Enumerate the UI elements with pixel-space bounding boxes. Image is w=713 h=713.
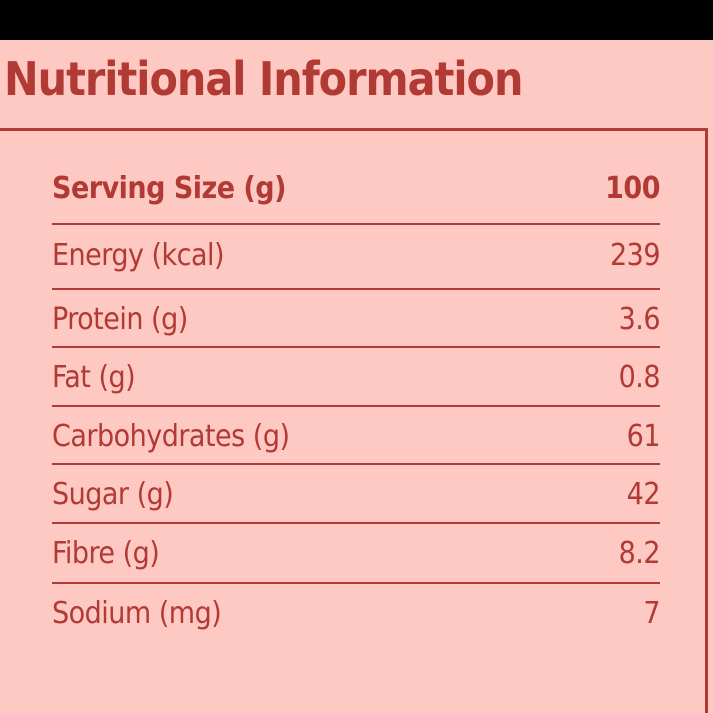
row-label: Fat (g) — [52, 360, 136, 395]
row-value: 0.8 — [618, 360, 661, 395]
row-value: 8.2 — [618, 536, 661, 571]
table-row: Fat (g) 0.8 — [52, 349, 661, 406]
row-label: Carbohydrates (g) — [52, 419, 290, 454]
row-label: Energy (kcal) — [52, 238, 225, 273]
page-title: Nutritional Information — [4, 52, 523, 106]
table-row: Protein (g) 3.6 — [52, 291, 661, 348]
divider — [52, 346, 660, 348]
table-row: Fibre (g) 8.2 — [52, 525, 661, 582]
row-value: 239 — [609, 238, 661, 273]
row-value: 61 — [626, 419, 661, 454]
divider — [52, 522, 660, 524]
table-row: Energy (kcal) 239 — [52, 227, 661, 284]
table-row: Sugar (g) 42 — [52, 466, 661, 523]
row-label: Sugar (g) — [52, 477, 174, 512]
table-row: Carbohydrates (g) 61 — [52, 408, 661, 465]
divider — [52, 405, 660, 407]
row-value: 42 — [626, 477, 661, 512]
serving-size-value: 100 — [605, 171, 660, 206]
row-value: 3.6 — [618, 302, 661, 337]
table-row: Sodium (mg) 7 — [52, 585, 660, 642]
divider — [52, 288, 660, 290]
serving-size-label: Serving Size (g) — [52, 171, 286, 206]
divider — [52, 582, 660, 584]
row-label: Sodium (mg) — [52, 596, 222, 631]
row-label: Fibre (g) — [52, 536, 160, 571]
row-value: 7 — [643, 596, 660, 631]
table-header-row: Serving Size (g) 100 — [52, 160, 660, 217]
nutrition-table-frame — [0, 128, 708, 713]
divider — [52, 223, 660, 225]
row-label: Protein (g) — [52, 302, 188, 337]
divider — [52, 463, 660, 465]
nutrition-panel — [0, 40, 713, 713]
